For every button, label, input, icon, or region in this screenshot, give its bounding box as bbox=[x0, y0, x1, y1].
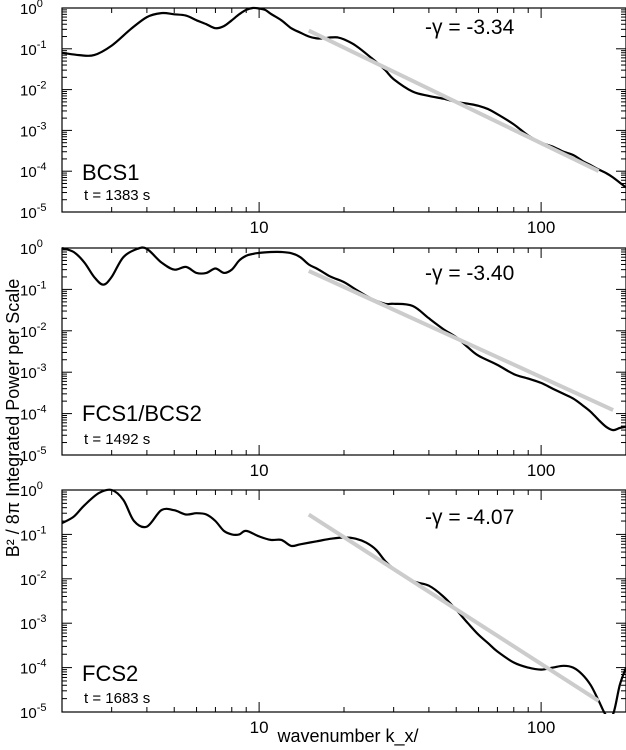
x-tick-label: 100 bbox=[527, 718, 555, 737]
x-tick-label: 100 bbox=[527, 461, 555, 480]
x-tick-label: 100 bbox=[527, 218, 555, 237]
y-tick-label: 10-4 bbox=[20, 658, 46, 678]
y-tick-label: 10-1 bbox=[20, 39, 46, 59]
slope-annotation: -γ = -3.34 bbox=[425, 16, 515, 39]
x-tick-label: 10 bbox=[250, 218, 269, 237]
plot-frame bbox=[61, 489, 626, 713]
y-tick-label: 10-1 bbox=[20, 524, 46, 544]
y-tick-label: 100 bbox=[20, 0, 43, 18]
y-tick-label: 10-4 bbox=[20, 161, 46, 181]
y-tick-label: 10-3 bbox=[20, 120, 46, 140]
panel-subtitle: t = 1683 s bbox=[84, 690, 150, 707]
y-tick-label: 100 bbox=[20, 480, 43, 500]
panel-subtitle: t = 1492 s bbox=[84, 431, 150, 448]
y-tick-label: 10-4 bbox=[20, 404, 46, 424]
panel-title: FCS1/BCS2 bbox=[82, 401, 202, 426]
panel-title: BCS1 bbox=[82, 160, 139, 185]
y-tick-label: 10-2 bbox=[20, 569, 46, 589]
y-tick-label: 10-5 bbox=[20, 202, 46, 222]
shared-x-axis-label: wavenumber k_x/ bbox=[276, 726, 418, 747]
y-tick-label: 10-3 bbox=[20, 613, 46, 633]
shared-y-axis-label: B² / 8π Integrated Power per Scale bbox=[3, 279, 23, 558]
x-tick-label: 10 bbox=[250, 718, 269, 737]
slope-annotation: -γ = -4.07 bbox=[425, 506, 514, 529]
x-tick-label: 10 bbox=[250, 461, 269, 480]
y-tick-label: 10-2 bbox=[20, 321, 46, 341]
y-tick-label: 10-1 bbox=[20, 279, 46, 299]
y-tick-label: 100 bbox=[20, 238, 43, 258]
y-tick-label: 10-5 bbox=[20, 445, 46, 465]
slope-annotation: -γ = -3.40 bbox=[425, 262, 514, 285]
power-law-fit-line bbox=[307, 28, 600, 173]
chart-panel: 10 100 100 10-1 10-2 10-3 10-4 10-5 FCS2 t = 1683… bbox=[20, 480, 626, 737]
panel-subtitle: t = 1383 s bbox=[84, 187, 150, 204]
y-tick-label: 10-2 bbox=[20, 80, 46, 100]
spectrum-line bbox=[62, 488, 626, 714]
chart-panel: 10 100 100 10-1 10-2 10-3 10-4 10-5 BCS1 t = 1383… bbox=[20, 0, 626, 237]
spectrum-line bbox=[62, 6, 626, 189]
power-law-fit-line bbox=[307, 269, 614, 412]
spectrum-line bbox=[62, 246, 626, 432]
y-tick-label: 10-5 bbox=[20, 702, 46, 722]
panels: 10 100 100 10-1 10-2 10-3 10-4 10-5 BCS1 t = 1383… bbox=[20, 0, 626, 737]
panel-title: FCS2 bbox=[82, 661, 138, 686]
y-tick-label: 10-3 bbox=[20, 362, 46, 382]
power-law-fit-line bbox=[307, 512, 600, 703]
chart-panel: 10 100 100 10-1 10-2 10-3 10-4 10-5 FCS1/BCS2 t =… bbox=[20, 238, 626, 480]
